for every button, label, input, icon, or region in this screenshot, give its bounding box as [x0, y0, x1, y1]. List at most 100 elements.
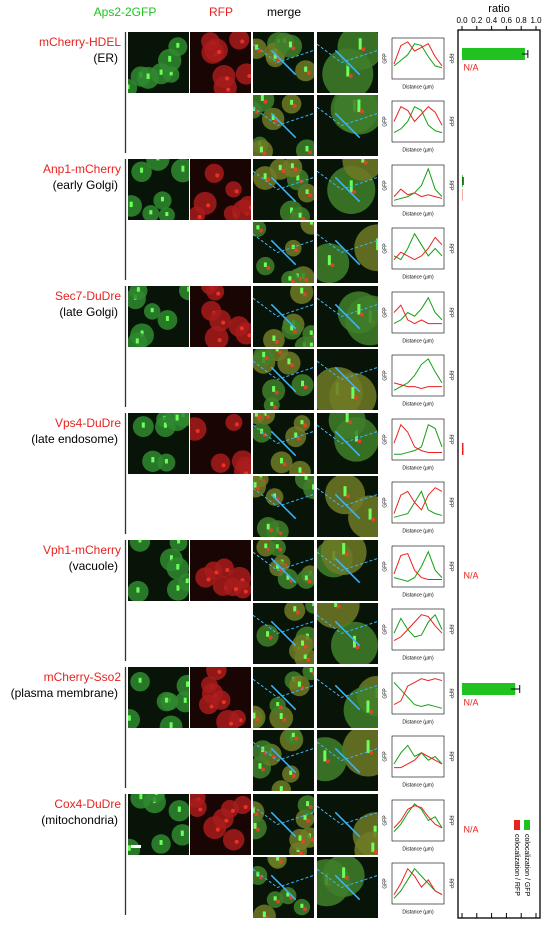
spot [186, 681, 189, 687]
spot [253, 807, 255, 814]
spot [305, 145, 309, 152]
cell [147, 794, 165, 803]
spot [275, 349, 279, 352]
cell [235, 63, 251, 85]
legend-swatch [514, 820, 520, 830]
header-rfp: RFP [209, 5, 233, 19]
cell [320, 540, 367, 576]
profile-x-label: Distance (µm) [402, 84, 434, 90]
micrograph [317, 603, 378, 664]
spot [255, 44, 259, 50]
spot [176, 42, 180, 48]
micrograph [317, 540, 378, 601]
zoom-outline [253, 106, 314, 127]
cell [216, 709, 240, 728]
spot [276, 857, 280, 861]
red-dot [217, 338, 222, 343]
profile-gfp [393, 490, 443, 518]
cell [300, 222, 314, 235]
red-dot [292, 329, 297, 334]
micrograph [253, 476, 314, 537]
red-dot [294, 736, 299, 741]
profile-line [270, 684, 297, 711]
red-dot [234, 189, 239, 194]
micrograph [253, 603, 314, 664]
profile-right-label: RFP [448, 308, 454, 319]
zoom-outline [253, 614, 314, 635]
micrograph [190, 413, 251, 474]
spot [266, 631, 270, 637]
micrograph [190, 540, 251, 601]
red-dot [359, 109, 364, 114]
zoom-outline [253, 487, 314, 508]
cell [271, 780, 292, 791]
cell [302, 325, 314, 343]
red-dot [293, 167, 298, 172]
red-dot [290, 279, 295, 283]
red-dot [325, 759, 330, 764]
spot [164, 697, 168, 703]
spot [352, 635, 356, 648]
red-dot [198, 807, 203, 812]
compartment: (mitochondria) [41, 813, 118, 827]
spot [304, 66, 308, 72]
cell [190, 417, 207, 441]
cell [225, 413, 243, 431]
red-dot [282, 790, 286, 791]
red-dot [247, 333, 251, 338]
micrograph [317, 857, 378, 918]
profile-right-label: RFP [448, 54, 454, 65]
red-dot [371, 517, 376, 522]
red-dot [294, 248, 299, 253]
cell [253, 904, 276, 918]
profile-line [270, 239, 297, 266]
profile-right-label: RFP [448, 816, 454, 827]
profile-line [270, 557, 297, 584]
red-dot [234, 839, 239, 844]
profile-right-label: RFP [448, 371, 454, 382]
profile-gfp [393, 43, 443, 69]
zoom-outline [317, 297, 378, 318]
zoom-outline [253, 741, 314, 762]
zoom-outline [253, 678, 314, 699]
cell [333, 95, 378, 135]
profile-line [270, 493, 297, 520]
cell [303, 477, 314, 500]
red-dot [215, 827, 220, 832]
profile-right-label: RFP [448, 498, 454, 509]
spot [323, 750, 327, 762]
spot [327, 255, 331, 266]
spot [290, 99, 294, 105]
spot [135, 338, 139, 344]
red-dot [308, 805, 313, 810]
micrograph [253, 857, 314, 918]
marker-name: Vps4-DuDre [55, 416, 121, 430]
cell [171, 159, 189, 183]
zoom-outline [317, 678, 378, 699]
spot [298, 467, 302, 473]
red-dot [266, 178, 271, 183]
red-dot [221, 463, 226, 468]
cell [297, 795, 314, 816]
chart-title: ratio [488, 3, 509, 15]
red-dot [282, 462, 287, 467]
profile-line [270, 430, 297, 457]
micrograph [253, 222, 314, 283]
chart-frame [457, 29, 541, 919]
cell [212, 64, 236, 88]
profile-right-label: RFP [448, 689, 454, 700]
micrograph [253, 32, 314, 93]
bar [462, 48, 525, 60]
spot [129, 201, 133, 208]
spot [138, 677, 142, 683]
marker-name: Cox4-DuDre [54, 797, 121, 811]
cell [253, 349, 275, 367]
cell [193, 191, 217, 215]
red-dot [295, 610, 300, 615]
red-dot [247, 73, 251, 78]
spot [160, 196, 164, 202]
profile-box [391, 672, 445, 715]
red-dot [306, 818, 311, 823]
marker-name: Anp1-mCherry [43, 162, 121, 176]
spot [136, 587, 140, 593]
